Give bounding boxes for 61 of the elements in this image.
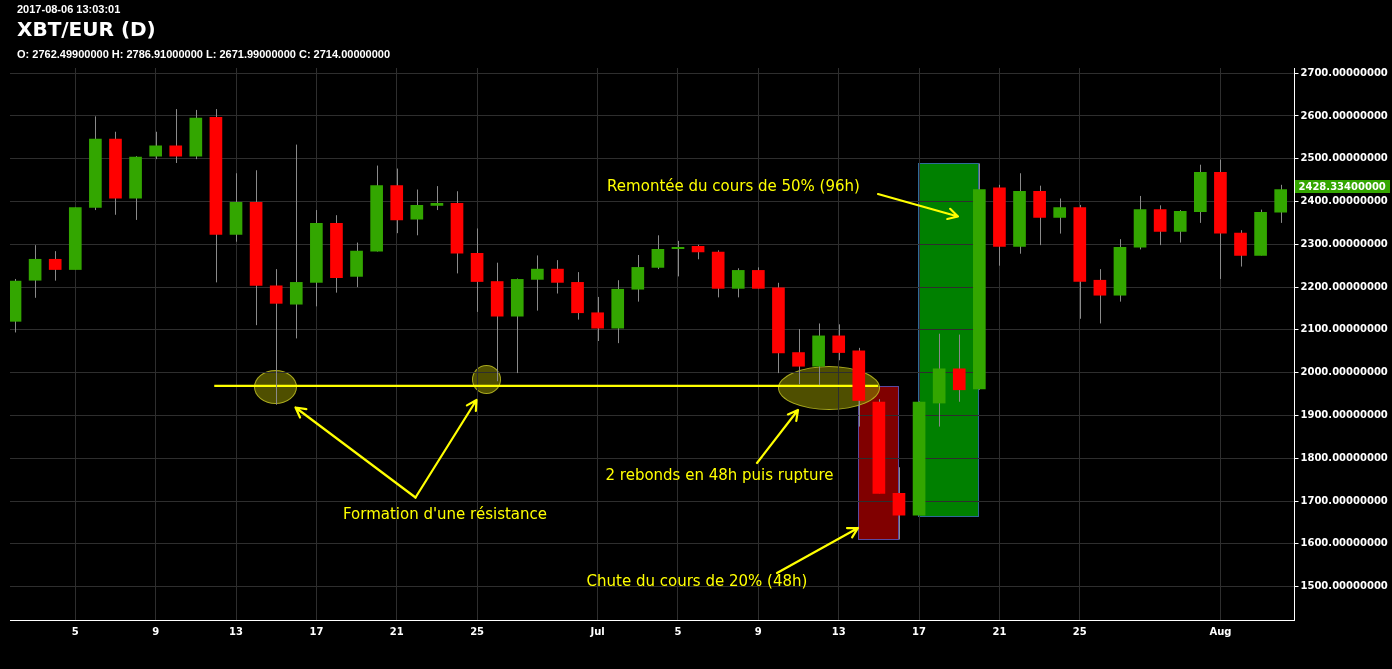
- x-tick-label: Aug: [1209, 625, 1232, 637]
- candlestick: [591, 296, 604, 342]
- x-tick-label: 13: [229, 625, 244, 637]
- x-tick-label: 17: [912, 625, 927, 637]
- chart-subtitle: O: 2762.49900000 H: 2786.91000000 L: 2671.99000000 C: 2714.00000000: [17, 48, 391, 60]
- y-tick-label: 1700.00000000: [1300, 494, 1388, 506]
- x-tick-label: 25: [1072, 625, 1087, 637]
- y-tick-label: 2700.00000000: [1300, 66, 1388, 78]
- x-tick-label: 21: [992, 625, 1007, 637]
- x-tick-label: 5: [71, 625, 79, 637]
- candlestick: [48, 250, 62, 282]
- candlestick: [410, 189, 424, 236]
- candlestick: [28, 244, 42, 299]
- y-tick-label: 2200.00000000: [1300, 280, 1388, 292]
- y-tick-label: 2400.00000000: [1300, 195, 1388, 207]
- candlestick: [1234, 229, 1247, 268]
- candlestick: [671, 240, 685, 277]
- x-tick-label: 13: [831, 625, 846, 637]
- candlestick: [1173, 209, 1187, 244]
- candlestick: [169, 108, 183, 164]
- candlestick: [832, 323, 846, 361]
- x-tick-label: 5: [674, 625, 682, 637]
- x-tick-label: 17: [309, 625, 324, 637]
- y-tick-label: 1500.00000000: [1300, 580, 1388, 592]
- candlestick: [952, 334, 966, 403]
- candlestick: [289, 144, 303, 339]
- candlestick: [430, 185, 444, 211]
- x-tick-label: Jul: [589, 625, 605, 637]
- candlestick: [731, 267, 745, 298]
- candlestick: [1153, 204, 1167, 246]
- candlestick: [1274, 184, 1288, 224]
- annotation: Chute du cours de 20% (48h): [586, 572, 808, 590]
- annotation: 2 rebonds en 48h puis rupture: [605, 466, 834, 484]
- x-tick-label: 25: [470, 625, 485, 637]
- candlestick: [752, 266, 765, 289]
- y-tick-label: 2000.00000000: [1300, 366, 1388, 378]
- candlestick: [149, 131, 162, 160]
- candlestick: [531, 254, 544, 312]
- text: 2017-08-06 13:03:01: [17, 3, 121, 15]
- candlestick: [1093, 268, 1107, 324]
- y-tick-label: 1900.00000000: [1300, 409, 1388, 421]
- candlestick: [792, 328, 805, 385]
- x-tick-label: 9: [152, 625, 160, 637]
- y-tick-label: 1800.00000000: [1300, 451, 1388, 463]
- candlestick: [892, 466, 906, 541]
- candlestick: [631, 254, 645, 303]
- text: 2428.33400000: [1294, 180, 1390, 193]
- x-tick-label: 21: [389, 625, 404, 637]
- annotation: Formation d'une résistance: [342, 505, 548, 523]
- y-tick-label: 2500.00000000: [1300, 152, 1388, 164]
- y-tick-label: 1600.00000000: [1300, 537, 1388, 549]
- y-tick-label: 2600.00000000: [1300, 109, 1388, 121]
- candlestick: [551, 259, 564, 295]
- annotation: Remontée du cours de 50% (96h): [607, 177, 860, 195]
- x-tick-label: 9: [754, 625, 762, 637]
- y-tick-label: 2300.00000000: [1300, 237, 1388, 249]
- chart-title: XBT/EUR (D): [17, 17, 156, 41]
- candlestick: [651, 234, 665, 270]
- candlestick: [269, 268, 283, 406]
- candlestick: [1053, 198, 1067, 235]
- y-tick-label: 2100.00000000: [1300, 323, 1388, 335]
